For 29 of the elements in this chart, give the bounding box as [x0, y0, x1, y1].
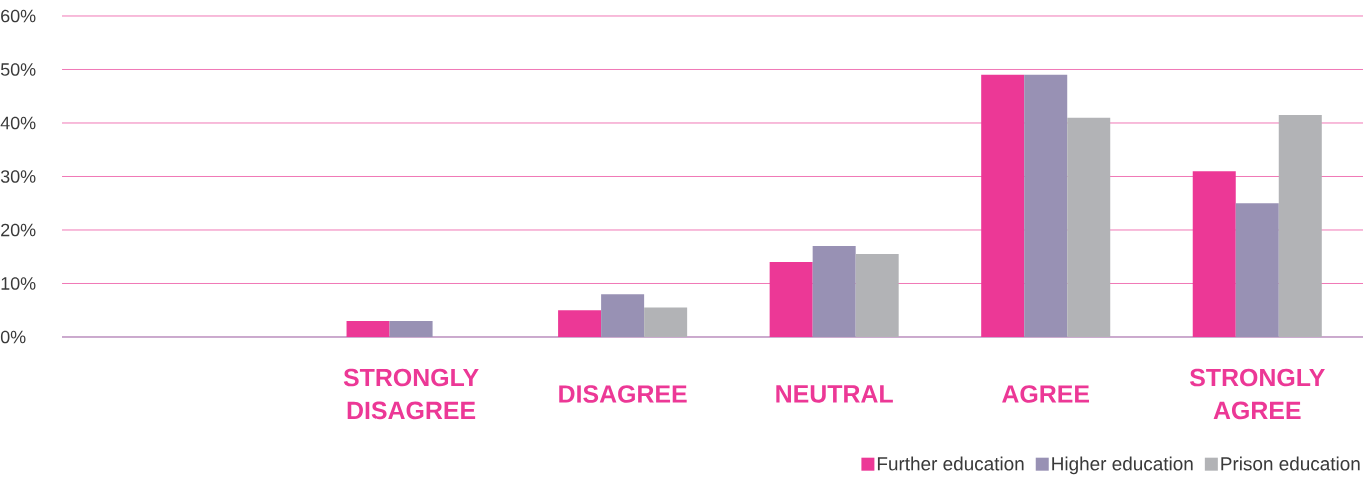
bar	[1278, 114, 1322, 337]
y-tick-label: 60%	[1, 9, 36, 23]
bar	[1024, 74, 1068, 337]
bar	[855, 254, 899, 337]
y-tick-label: 10%	[1, 277, 36, 290]
bar	[558, 310, 602, 337]
bar	[769, 262, 813, 337]
x-tick-label: STRONGLY AGREE	[1189, 368, 1325, 420]
x-tick-label: NEUTRAL	[776, 385, 893, 403]
bar	[601, 294, 645, 337]
y-tick-label: 20%	[1, 223, 36, 237]
x-tick-label: AGREE	[1002, 385, 1090, 403]
bar	[1235, 203, 1279, 337]
y-tick-label: 0%	[0, 330, 26, 344]
bar	[981, 74, 1025, 337]
bar	[1192, 171, 1236, 337]
bar	[812, 246, 856, 337]
bar	[644, 307, 688, 337]
bar	[1067, 117, 1111, 337]
legend-label: Further education	[877, 456, 1024, 471]
y-tick-label: 30%	[0, 170, 36, 183]
x-tick-label: STRONGLY DISAGREE	[343, 368, 479, 420]
legend-label: Higher education	[1052, 456, 1193, 475]
x-tick-label: DISAGREE	[559, 385, 687, 403]
y-tick-label: 50%	[0, 63, 36, 76]
y-tick-label: 40%	[0, 116, 36, 130]
bar	[346, 320, 390, 337]
legend-label: Prison education	[1221, 456, 1360, 471]
bar	[389, 320, 433, 337]
